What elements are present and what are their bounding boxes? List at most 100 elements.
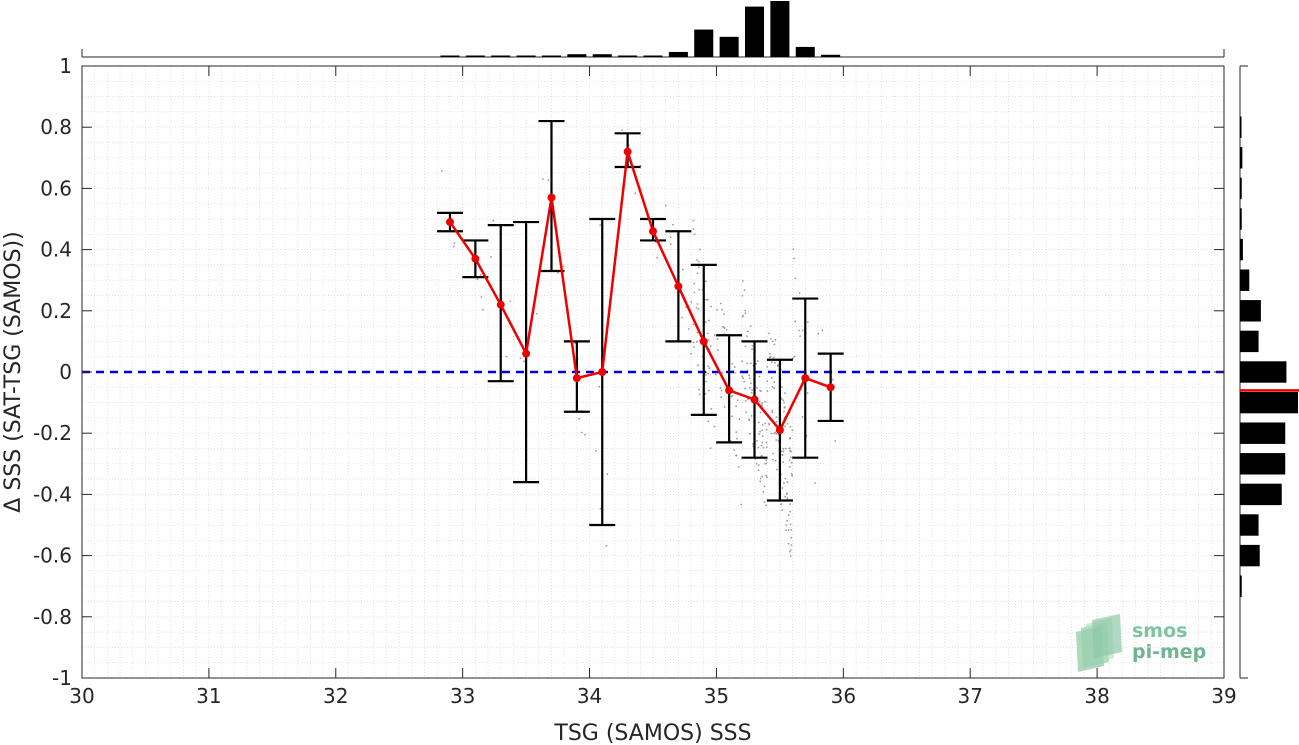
- right-histogram-bar: [1240, 177, 1242, 200]
- scatter-point: [771, 411, 774, 413]
- scatter-point: [789, 510, 792, 513]
- scatter-point: [794, 320, 797, 323]
- scatter-point: [705, 371, 708, 374]
- scatter-point: [741, 294, 744, 297]
- y-tick-label: -0.2: [33, 421, 72, 445]
- scatter-point: [765, 459, 768, 461]
- scatter-point: [782, 461, 784, 464]
- scatter-point: [698, 388, 700, 391]
- x-tick-label: 30: [69, 684, 94, 708]
- x-tick-labels: 30 31 32 33 34 35 36 37 38 39: [69, 684, 1236, 708]
- x-tick-label: 32: [323, 684, 348, 708]
- scatter-point: [692, 323, 695, 326]
- scatter-point: [787, 542, 790, 545]
- scatter-point: [541, 178, 544, 180]
- scatter-point: [759, 411, 762, 414]
- mean-point: [522, 349, 531, 358]
- scatter-point: [786, 481, 789, 484]
- scatter-point: [697, 308, 700, 310]
- scatter-point: [793, 257, 795, 260]
- mean-point: [674, 282, 683, 291]
- scatter-point: [716, 338, 719, 340]
- scatter-point: [763, 501, 766, 503]
- scatter-point: [765, 428, 768, 431]
- x-tick-label: 35: [704, 684, 729, 708]
- scatter-point: [774, 431, 777, 434]
- logo-layers-icon: [1076, 614, 1122, 672]
- scatter-point: [709, 345, 712, 348]
- scatter-point: [742, 314, 745, 317]
- scatter-point: [731, 395, 734, 397]
- scatter-point: [693, 282, 695, 285]
- scatter-point: [723, 313, 725, 315]
- scatter-point: [599, 224, 602, 227]
- top-histogram-bar: [592, 54, 612, 57]
- scatter-point: [787, 529, 790, 532]
- scatter-point: [705, 380, 707, 383]
- scatter-point: [790, 544, 793, 546]
- scatter-point: [757, 464, 760, 466]
- scatter-point: [735, 431, 738, 433]
- scatter-point: [745, 411, 747, 413]
- scatter-point: [716, 308, 718, 311]
- scatter-point: [743, 380, 746, 383]
- top-histogram-bar: [643, 55, 663, 57]
- top-histogram-bar: [744, 6, 765, 58]
- scatter-point: [696, 331, 699, 334]
- right-histogram-bar: [1240, 361, 1287, 383]
- scatter-point: [784, 477, 787, 480]
- scatter-point: [780, 503, 783, 505]
- scatter-point: [798, 329, 800, 332]
- scatter-point: [692, 228, 695, 230]
- scatter-point: [750, 362, 752, 365]
- scatter-point: [761, 441, 764, 444]
- scatter-point: [771, 340, 774, 343]
- logo-text-smos: smos: [1132, 620, 1187, 642]
- scatter-point: [776, 468, 778, 471]
- x-tick-label: 34: [577, 684, 602, 708]
- right-histogram-bar: [1240, 422, 1286, 444]
- top-histogram-bar: [440, 55, 460, 57]
- scatter-point: [742, 280, 744, 282]
- scatter-point: [733, 366, 736, 368]
- scatter-point: [793, 355, 796, 358]
- mean-point: [496, 300, 505, 309]
- scatter-point: [748, 377, 751, 379]
- scatter-point: [714, 373, 717, 376]
- scatter-point: [771, 385, 774, 388]
- mean-point: [623, 147, 632, 156]
- scatter-point: [509, 300, 512, 302]
- scatter-point: [735, 454, 737, 457]
- top-histogram-bar: [516, 55, 536, 57]
- scatter-point: [770, 361, 773, 364]
- scatter-point: [790, 456, 792, 459]
- scatter-point: [698, 260, 700, 263]
- scatter-point: [750, 391, 753, 394]
- scatter-point: [476, 278, 479, 281]
- scatter-point: [748, 374, 751, 377]
- scatter-point: [757, 421, 760, 424]
- scatter-point: [786, 423, 789, 425]
- scatter-point: [788, 459, 791, 461]
- scatter-point: [440, 170, 443, 172]
- scatter-point: [834, 440, 837, 442]
- scatter-point: [761, 435, 764, 437]
- scatter-point: [687, 328, 690, 330]
- scatter-point: [782, 399, 785, 402]
- scatter-point: [698, 393, 701, 396]
- right-histogram-bar: [1240, 514, 1259, 536]
- scatter-point: [704, 280, 707, 283]
- scatter-point: [761, 402, 763, 404]
- right-histogram-bar: [1240, 300, 1261, 322]
- scatter-point: [481, 308, 484, 311]
- scatter-point: [821, 329, 824, 332]
- scatter-point: [557, 272, 559, 274]
- scatter-point: [535, 312, 538, 315]
- scatter-point: [777, 364, 779, 366]
- scatter-point: [710, 407, 713, 410]
- scatter-point: [696, 259, 698, 261]
- scatter-point: [453, 245, 455, 248]
- top-histogram-bar: [618, 55, 638, 57]
- scatter-point: [490, 256, 492, 258]
- x-tick-label: 33: [450, 684, 475, 708]
